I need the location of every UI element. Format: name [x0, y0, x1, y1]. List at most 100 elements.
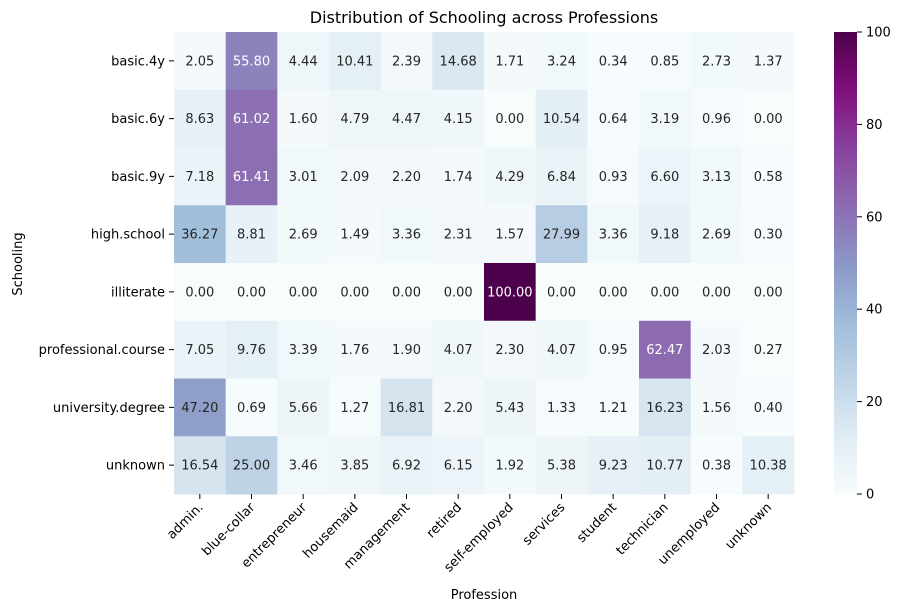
x-tick-label: services — [520, 500, 568, 548]
heatmap-cell — [329, 436, 382, 495]
heatmap-cell — [742, 89, 795, 148]
colorbar-ticks: 0 20 40 60 80 100 — [857, 26, 891, 503]
cell-value-label: 0.00 — [599, 285, 628, 300]
cell-value-label: 1.56 — [702, 401, 731, 416]
heatmap-cell — [225, 263, 278, 322]
heatmap-cell — [535, 320, 588, 379]
cell-value-label: 7.05 — [185, 343, 214, 358]
heatmap-cell — [690, 320, 743, 379]
x-tick-label: student — [574, 500, 620, 546]
cell-value-label: 4.07 — [547, 343, 576, 358]
heatmap-cell — [535, 147, 588, 206]
heatmap-cell — [329, 205, 382, 264]
heatmap-cell — [484, 263, 537, 322]
cell-value-label: 3.01 — [289, 170, 318, 185]
cell-value-label: 1.33 — [547, 401, 576, 416]
heatmap-cell — [587, 320, 640, 379]
cell-value-label: 2.03 — [702, 343, 731, 358]
heatmap-cell — [484, 89, 537, 148]
cell-value-label: 4.47 — [392, 112, 421, 127]
heatmap-cell — [277, 263, 330, 322]
cell-value-label: 5.66 — [289, 401, 318, 416]
heatmap-cell — [174, 89, 227, 148]
cell-value-label: 0.85 — [650, 54, 679, 69]
cell-value-label: 2.69 — [702, 228, 731, 243]
heatmap-cell — [380, 436, 433, 495]
x-tick-labels: admin.blue-collarentrepreneurhousemaidma… — [164, 494, 775, 575]
heatmap-cell — [587, 147, 640, 206]
cell-value-label: 10.54 — [543, 112, 580, 127]
cell-value-label: 25.00 — [233, 459, 270, 474]
cell-value-label: 7.18 — [185, 170, 214, 185]
cell-value-label: 2.30 — [495, 343, 524, 358]
cell-value-label: 10.38 — [750, 459, 787, 474]
cell-value-label: 16.81 — [388, 401, 425, 416]
heatmap-cell — [329, 89, 382, 148]
heatmap-cell — [639, 89, 692, 148]
cell-value-label: 0.00 — [340, 285, 369, 300]
y-tick-label: university.degree — [53, 401, 165, 416]
heatmap-cell — [484, 205, 537, 264]
cell-value-label: 3.36 — [599, 228, 628, 243]
cell-value-label: 1.57 — [495, 228, 524, 243]
cell-value-label: 14.68 — [440, 54, 477, 69]
heatmap-cell — [484, 378, 537, 437]
heatmap-cell — [380, 263, 433, 322]
heatmap-cell — [639, 32, 692, 91]
cell-value-label: 3.19 — [650, 112, 679, 127]
heatmap-cell — [225, 205, 278, 264]
heatmap-cell — [174, 436, 227, 495]
heatmap-cell — [639, 320, 692, 379]
cell-value-label: 10.77 — [646, 459, 683, 474]
cell-value-label: 27.99 — [543, 228, 580, 243]
heatmap-cell — [329, 32, 382, 91]
cell-value-label: 1.27 — [340, 401, 369, 416]
heatmap-cell — [535, 378, 588, 437]
cell-value-label: 1.37 — [754, 54, 783, 69]
cell-value-label: 16.54 — [181, 459, 218, 474]
heatmap-cell — [380, 320, 433, 379]
cell-value-label: 0.40 — [754, 401, 783, 416]
heatmap-cell — [690, 32, 743, 91]
cell-value-label: 2.20 — [444, 401, 473, 416]
heatmap-cell — [174, 32, 227, 91]
heatmap-cell — [225, 147, 278, 206]
cell-value-label: 3.46 — [289, 459, 318, 474]
heatmap-cell — [484, 147, 537, 206]
cell-value-label: 47.20 — [181, 401, 218, 416]
heatmap-cell — [639, 436, 692, 495]
heatmap-cell — [639, 378, 692, 437]
heatmap-cell — [380, 147, 433, 206]
cell-value-label: 9.76 — [237, 343, 266, 358]
cell-value-label: 62.47 — [646, 343, 683, 358]
cell-value-label: 5.38 — [547, 459, 576, 474]
cell-value-label: 0.00 — [702, 285, 731, 300]
heatmap-cell — [535, 32, 588, 91]
y-tick-labels: basic.4y basic.6y basic.9y high.school illit… — [39, 54, 174, 474]
cell-value-label: 0.93 — [599, 170, 628, 185]
colorbar-tick-label: 100 — [866, 26, 891, 41]
heatmap-cell — [174, 147, 227, 206]
cell-value-label: 0.00 — [237, 285, 266, 300]
heatmap-cell — [484, 436, 537, 495]
y-tick-label: basic.9y — [111, 170, 165, 185]
cell-value-label: 0.00 — [495, 112, 524, 127]
y-tick-label: basic.6y — [111, 112, 165, 127]
heatmap-cell — [690, 147, 743, 206]
cell-value-label: 8.63 — [185, 112, 214, 127]
heatmap-cell — [690, 205, 743, 264]
x-axis-label: Profession — [451, 588, 518, 603]
heatmap-cell — [432, 263, 485, 322]
colorbar-tick-label: 20 — [866, 395, 883, 410]
cell-value-label: 0.00 — [754, 285, 783, 300]
heatmap-cell — [690, 263, 743, 322]
heatmap-cell — [742, 263, 795, 322]
cell-value-label: 2.20 — [392, 170, 421, 185]
heatmap-cell — [225, 320, 278, 379]
heatmap-cell — [639, 205, 692, 264]
cell-value-label: 0.00 — [444, 285, 473, 300]
heatmap-cell — [742, 205, 795, 264]
y-tick-label: basic.4y — [111, 54, 165, 69]
cell-value-label: 2.73 — [702, 54, 731, 69]
